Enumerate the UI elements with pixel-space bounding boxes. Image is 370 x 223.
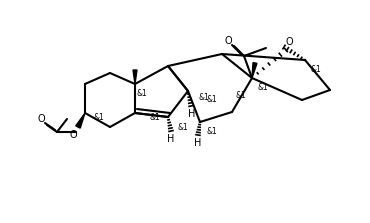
Text: &1: &1 — [178, 122, 188, 132]
Text: &1: &1 — [206, 126, 218, 136]
Text: O: O — [37, 114, 45, 124]
Text: &1: &1 — [236, 91, 246, 101]
Text: &1: &1 — [258, 83, 268, 91]
Text: &1: &1 — [94, 114, 104, 122]
Polygon shape — [133, 70, 137, 84]
Text: &1: &1 — [149, 112, 160, 122]
Text: &1: &1 — [206, 95, 218, 105]
Text: O: O — [69, 130, 77, 140]
Text: &1: &1 — [311, 64, 322, 74]
Text: O: O — [224, 36, 232, 46]
Polygon shape — [252, 63, 257, 78]
Text: H: H — [188, 109, 196, 119]
Polygon shape — [76, 113, 85, 128]
Text: O: O — [285, 37, 293, 47]
Text: &1: &1 — [137, 89, 147, 99]
Text: H: H — [167, 134, 175, 144]
Text: &1: &1 — [199, 93, 209, 103]
Text: H: H — [194, 138, 202, 148]
